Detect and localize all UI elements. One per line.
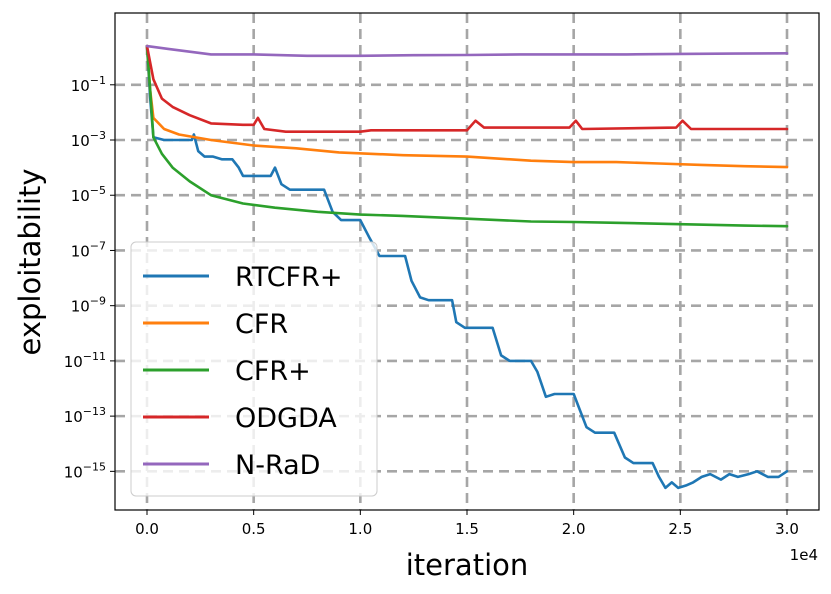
x-tick-label: 2.5	[668, 520, 692, 538]
x-axis-label: iteration	[406, 548, 529, 582]
legend-label: CFR	[235, 309, 288, 340]
legend-label: N-RaD	[235, 450, 320, 481]
x-tick-label: 2.0	[562, 520, 586, 538]
legend-box	[130, 241, 378, 497]
x-offset-text: 1e4	[790, 546, 818, 564]
axis-ticks: 0.0 0.5 1.0 1.5 2.0 2.5 3.0 10−1 10−3 10−5 10−7 10−…	[64, 74, 799, 538]
legend: RTCFR+ CFR CFR+ ODGDA N-RaD	[130, 241, 378, 497]
y-tick-label: 10−7	[71, 239, 106, 260]
x-tick-label: 1.0	[348, 520, 372, 538]
x-tick-label: 0.5	[242, 520, 266, 538]
y-tick-label: 10−1	[71, 74, 106, 95]
x-tick-label: 3.0	[775, 520, 799, 538]
series-line-odgda	[145, 44, 789, 133]
y-tick-label: 10−5	[71, 184, 106, 205]
y-tick-label: 10−11	[64, 350, 106, 371]
series-line-cfr	[145, 44, 789, 169]
series-line-rtcfr-	[145, 44, 789, 490]
legend-label: RTCFR+	[235, 262, 342, 293]
y-axis-label: exploitability	[13, 168, 47, 355]
x-tick-label: 0.0	[135, 520, 159, 538]
series-lines	[145, 44, 789, 490]
y-tick-label: 10−9	[71, 295, 106, 316]
y-tick-label: 10−15	[64, 460, 106, 481]
legend-label: ODGDA	[235, 403, 337, 434]
legend-label: CFR+	[235, 356, 311, 387]
y-tick-label: 10−3	[71, 129, 106, 150]
y-tick-label: 10−13	[64, 405, 106, 426]
x-tick-label: 1.5	[455, 520, 479, 538]
series-line-n-rad	[145, 44, 789, 58]
series-line-cfr-	[145, 44, 789, 228]
